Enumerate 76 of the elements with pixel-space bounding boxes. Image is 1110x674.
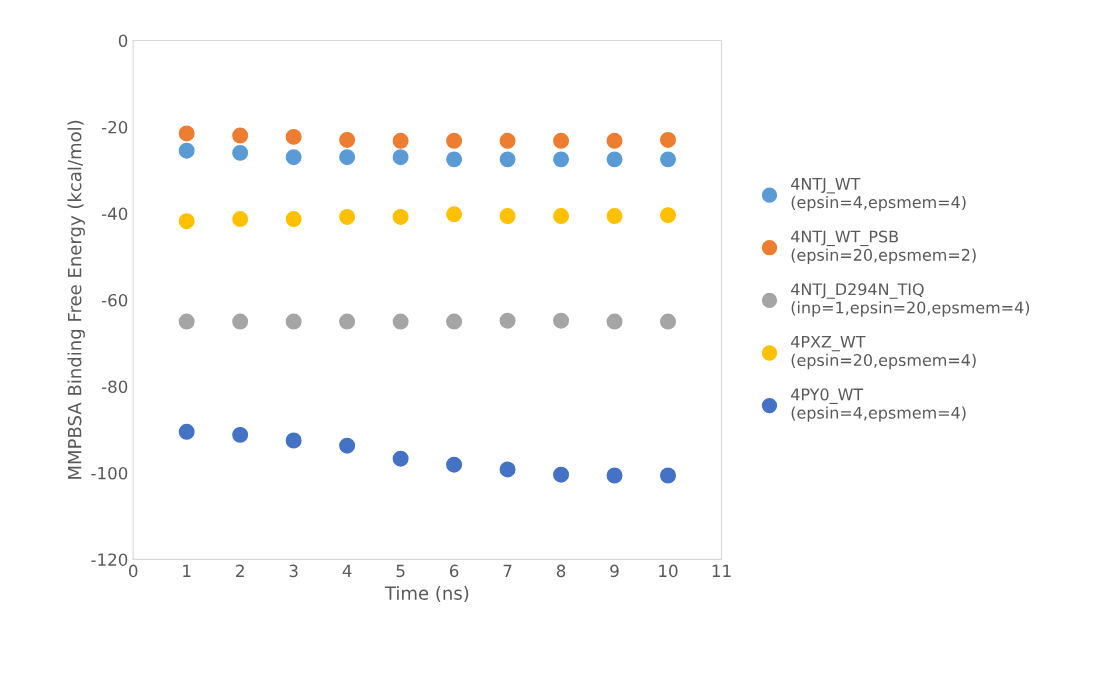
legend-label: 4NTJ_WT_PSB (epsin=20,epsmem=2) [791,230,976,265]
point [339,149,356,166]
legend-label: 4PXZ_WT (epsin=20,epsmem=4) [791,335,976,370]
y-tick-label: -40 [101,207,128,220]
legend-label: 4NTJ_D294N_TIQ (inp=1,epsin=20,epsmem=4) [791,283,1030,317]
point [660,131,677,148]
y-tick-label: -100 [91,466,128,480]
point [339,208,356,225]
point [232,426,249,443]
y-tick-label: -120 [91,553,128,566]
point [553,312,570,329]
x-tick-label: 9 [610,564,619,578]
point [446,313,463,330]
point [553,151,570,168]
point [232,127,249,144]
point [446,206,463,223]
point [499,312,516,329]
point [660,313,677,330]
point [499,208,516,225]
point [285,432,302,449]
point [446,151,463,168]
point [339,437,356,454]
point [232,144,249,161]
x-tick-label: 2 [236,564,244,577]
point [285,313,302,330]
x-axis-title: Time (ns) [384,585,469,603]
point [178,142,195,159]
point [499,461,516,478]
point [446,456,463,473]
point [285,211,302,228]
point [285,128,302,145]
point [553,132,570,149]
x-tick-label: 7 [503,564,512,577]
point [660,151,677,168]
x-tick-label: 4 [342,564,352,577]
y-tick-label: 0 [118,34,128,48]
point [285,149,302,166]
point [232,313,249,330]
point [178,423,195,440]
x-tick-label: 1 [183,564,191,577]
y-tick-label: -60 [101,293,128,307]
point [606,313,623,330]
y-tick-label: -80 [101,380,128,393]
point [392,450,409,467]
point [392,208,409,225]
x-tick-label: 8 [556,564,566,578]
x-tick-label: 3 [289,564,298,578]
legend-label: 4NTJ_WT (epsin=4,epsmem=4) [791,178,966,212]
point [553,208,570,225]
x-tick-label: 11 [712,564,731,577]
point [499,151,516,168]
point [606,132,623,149]
point [178,125,195,142]
x-tick-label: 5 [396,564,405,578]
y-axis-title: MMPBSA Binding Free Energy (kcal/mol) [67,120,85,479]
x-tick-label: 10 [659,564,678,578]
point [178,313,195,330]
point [392,313,409,330]
point [446,132,463,149]
point [660,467,677,484]
legend-label: 4PY0_WT (epsin=4,epsmem=4) [791,388,966,422]
point [392,132,409,149]
point [339,313,356,330]
point [553,466,570,483]
point [178,213,195,230]
point [660,207,677,224]
point [606,208,623,225]
point [499,132,516,149]
y-tick-label: -20 [101,120,128,134]
point [339,131,356,148]
x-tick-label: 0 [129,564,138,578]
point [232,211,249,228]
point [606,467,623,484]
point [392,149,409,166]
x-tick-label: 6 [449,564,459,578]
point [606,151,623,168]
